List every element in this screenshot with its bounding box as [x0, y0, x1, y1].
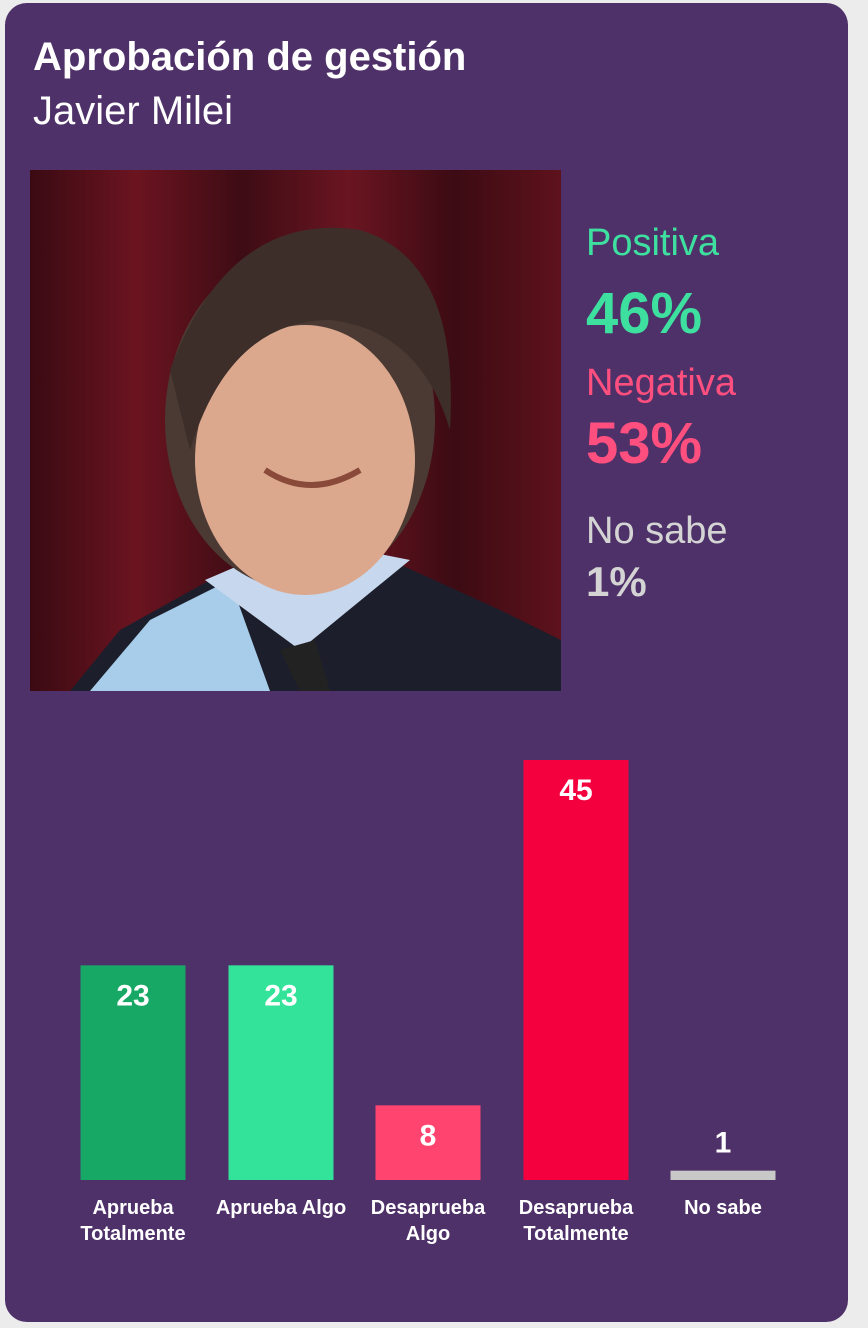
bar	[375, 1105, 481, 1180]
value-label: 45	[559, 774, 592, 807]
photo	[30, 170, 561, 691]
value-label: 23	[116, 979, 149, 1012]
bar	[523, 760, 629, 1180]
value-label: 1	[715, 1127, 732, 1160]
x-tick-label: Desaprueba Algo	[370, 1197, 486, 1245]
value-label: 23	[264, 979, 297, 1012]
x-tick-label: No sabe	[684, 1197, 762, 1219]
value-label: 8	[420, 1119, 437, 1152]
summary-value: 53%	[586, 411, 703, 476]
summary-value: 1%	[586, 558, 647, 605]
x-tick-label: Desaprueba Totalmente	[518, 1197, 634, 1245]
subtitle: Javier Milei	[33, 89, 234, 133]
summary-label: Positiva	[586, 222, 720, 264]
bar	[670, 1170, 776, 1180]
bar	[228, 965, 334, 1180]
x-tick-label: Aprueba Algo	[215, 1197, 347, 1219]
summary-value: 46%	[586, 281, 703, 346]
summary-label: Negativa	[586, 362, 736, 404]
title: Aprobación de gestión	[33, 35, 467, 79]
x-tick-label: Aprueba Totalmente	[80, 1197, 186, 1245]
summary-label: No sabe	[586, 510, 728, 552]
bar	[80, 965, 186, 1180]
